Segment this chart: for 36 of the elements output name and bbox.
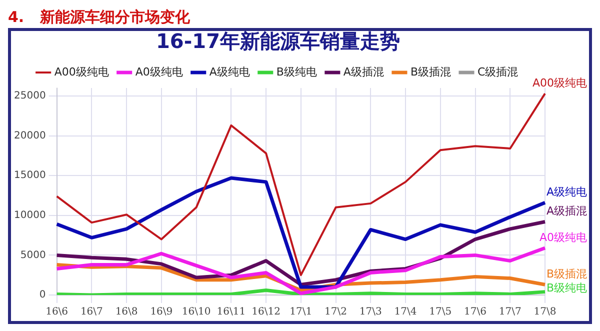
x-tick-label: 17\5 [429, 306, 452, 318]
legend-label: A00级纯电 [54, 65, 109, 78]
annotation: A级纯电 [546, 186, 587, 199]
x-tick-label: 16\8 [115, 306, 138, 318]
annotation: B级纯电 [546, 282, 587, 295]
x-tick-label: 17\8 [534, 306, 556, 318]
legend-label: A级纯电 [209, 65, 250, 78]
x-tick-label: 16\12 [252, 306, 280, 318]
x-tick-label: 16\10 [182, 306, 211, 318]
y-tick-label: 0 [39, 290, 46, 301]
y-tick-label: 25000 [14, 90, 46, 102]
x-tick-label: 17\7 [498, 306, 522, 318]
x-tick-label: 16\6 [46, 306, 68, 318]
y-tick-label: 10000 [14, 210, 46, 221]
x-tick-label: 16\9 [150, 306, 173, 318]
y-tick-label: 5000 [20, 250, 46, 261]
chart-title: 4. 新能源车细分市场变化 [8, 8, 191, 28]
annotation: A00级纯电 [532, 76, 587, 90]
chart-subtitle: 16-17年新能源车销量走势 [156, 29, 400, 54]
annotation: A0级纯电 [539, 230, 587, 244]
legend-label: A级插混 [343, 65, 384, 78]
x-tick-label: 17\4 [394, 306, 417, 318]
x-tick-label: 16\11 [216, 306, 246, 318]
y-tick-label: 15000 [14, 170, 46, 182]
legend-label: B级插混 [410, 65, 452, 78]
x-tick-label: 16\7 [80, 306, 103, 318]
legend-label: B级纯电 [276, 65, 317, 78]
x-tick-label: 17\3 [359, 306, 382, 318]
legend-label: C级插混 [478, 65, 518, 78]
legend-label: A0级纯电 [135, 65, 183, 78]
x-tick-label: 17\6 [464, 306, 486, 318]
y-tick-label: 20000 [14, 130, 46, 142]
x-tick-label: 17\2 [324, 306, 348, 318]
x-tick-label: 17\1 [290, 306, 312, 318]
annotation: B级插混 [546, 268, 587, 281]
annotation: A级插混 [546, 204, 587, 218]
